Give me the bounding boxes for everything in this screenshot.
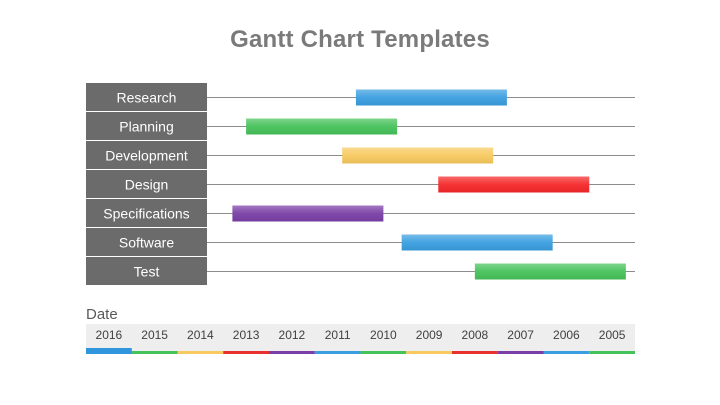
- x-tick-underline: [223, 351, 269, 354]
- x-tick-label: 2005: [599, 328, 626, 342]
- x-tick-label: 2010: [370, 328, 397, 342]
- task-label-box: [86, 141, 207, 169]
- x-tick-underline: [314, 351, 361, 354]
- x-tick-underline: [406, 351, 452, 354]
- task-label: Design: [125, 177, 169, 193]
- current-year-marker: [86, 348, 132, 354]
- task-label: Specifications: [103, 206, 189, 222]
- task-label-box: [86, 83, 207, 111]
- x-tick-label: 2014: [187, 328, 214, 342]
- x-tick-label: 2006: [553, 328, 580, 342]
- x-tick-underline: [497, 351, 544, 354]
- x-tick-label: 2008: [462, 328, 489, 342]
- x-tick-label: 2007: [507, 328, 534, 342]
- x-tick-label: 2016: [96, 328, 123, 342]
- task-label-box: [86, 199, 207, 227]
- timeline-band: [86, 324, 635, 354]
- task-label-box: [86, 228, 207, 256]
- x-tick-underline: [589, 351, 635, 354]
- x-tick-underline: [452, 351, 498, 354]
- x-axis-label: Date: [86, 306, 118, 323]
- task-bar-sheen: [355, 89, 507, 106]
- x-tick-underline: [177, 351, 224, 354]
- task-bar-sheen: [401, 234, 553, 251]
- x-tick-label: 2011: [325, 328, 351, 342]
- x-tick-underline: [360, 351, 407, 354]
- x-tick-underline: [543, 351, 590, 354]
- chart-title: Gantt Chart Templates: [230, 26, 490, 53]
- task-bar-sheen: [474, 263, 626, 280]
- task-label-box: [86, 170, 207, 198]
- task-bar-sheen: [342, 147, 494, 164]
- x-tick-label: 2015: [141, 328, 168, 342]
- task-label: Planning: [119, 119, 174, 135]
- x-tick-label: 2012: [279, 328, 306, 342]
- task-label-box: [86, 112, 207, 140]
- x-tick-label: 2013: [233, 328, 260, 342]
- x-tick-underline: [131, 351, 178, 354]
- task-label: Software: [119, 235, 174, 251]
- x-tick-underline: [269, 351, 315, 354]
- task-label: Research: [117, 90, 177, 106]
- task-bar-sheen: [232, 205, 384, 222]
- task-label: Test: [134, 264, 160, 280]
- task-bar-sheen: [438, 176, 590, 193]
- task-label: Development: [105, 148, 188, 164]
- task-label-box: [86, 257, 207, 285]
- task-bar-sheen: [246, 118, 398, 135]
- x-tick-label: 2009: [416, 328, 443, 342]
